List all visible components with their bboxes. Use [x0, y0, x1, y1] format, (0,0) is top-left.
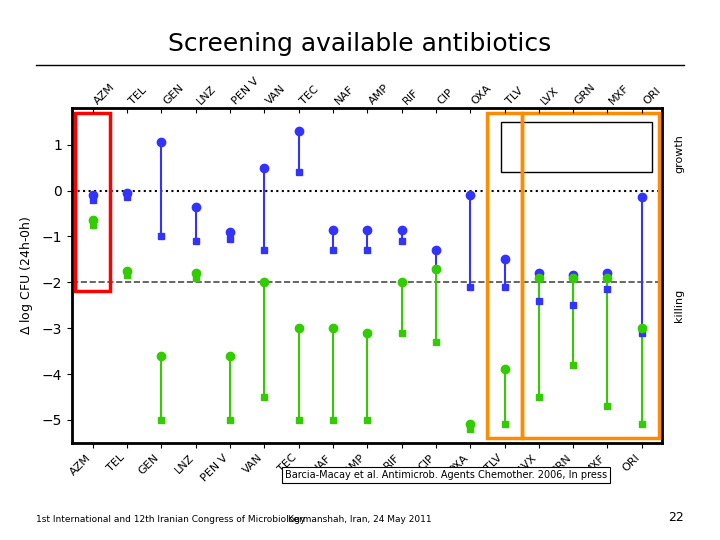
Text: 22: 22: [668, 511, 684, 524]
Text: Screening available antibiotics: Screening available antibiotics: [168, 32, 552, 56]
Text: Intracellular activity: Intracellular activity: [522, 131, 626, 140]
Y-axis label: $\Delta$ log CFU (24h-0h): $\Delta$ log CFU (24h-0h): [18, 215, 35, 335]
Text: 1st International and 12th Iranian Congress of Microbiology: 1st International and 12th Iranian Congr…: [36, 515, 305, 524]
FancyBboxPatch shape: [501, 122, 652, 172]
Text: extracellular activity: extracellular activity: [522, 149, 629, 159]
Text: Barcia-Macay et al. Antimicrob. Agents Chemother. 2006, In press: Barcia-Macay et al. Antimicrob. Agents C…: [285, 470, 608, 480]
Text: growth: growth: [675, 134, 685, 173]
Text: killing: killing: [675, 288, 685, 322]
Text: Kermanshah, Iran, 24 May 2011: Kermanshah, Iran, 24 May 2011: [288, 515, 432, 524]
